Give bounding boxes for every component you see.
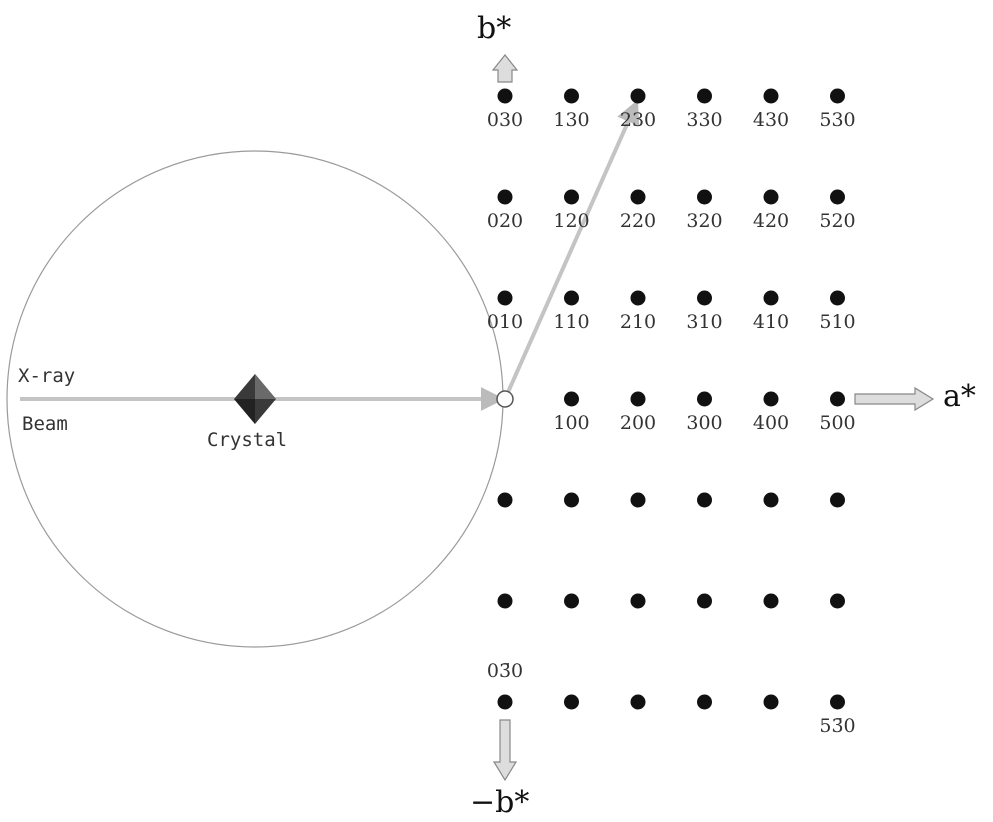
lattice-point-31: [564, 593, 579, 609]
lattice-point-30: [497, 593, 513, 609]
lattice-point-8: [630, 189, 646, 205]
lattice-point-13: [564, 290, 579, 306]
lattice-label-17: 510: [819, 311, 855, 333]
lattice-label-4: 430: [753, 109, 789, 131]
lattice-label-5: 530: [819, 109, 855, 131]
crystal-icon: [234, 374, 276, 424]
lattice-label-3: 330: [686, 109, 722, 131]
minus-b-star-arrow-icon: [492, 719, 518, 782]
lattice-point-22: [763, 391, 779, 407]
lattice-label-15: 310: [686, 311, 722, 333]
lattice-points: 030 130 230 330 430 530 020 120 220 320 420 520 010 1…: [487, 88, 856, 737]
lattice-label-14: 210: [620, 311, 656, 333]
lattice-label-2: 230: [620, 109, 656, 131]
lattice-point-28: [763, 492, 779, 508]
lattice-point-2: [630, 88, 646, 104]
a-star-label: a*: [943, 379, 976, 414]
lattice-label-0: 030: [487, 109, 523, 131]
lattice-point-11: [830, 189, 845, 205]
lattice-label-9: 320: [686, 210, 722, 232]
lattice-point-6: [497, 189, 513, 205]
lattice-point-36: [497, 694, 513, 710]
lattice-point-14: [630, 290, 646, 306]
lattice-point-3: [697, 88, 712, 104]
lattice-label-13: 110: [553, 311, 589, 333]
lattice-point-27: [697, 492, 712, 508]
crystal-label: Crystal: [207, 429, 287, 451]
lattice-point-7: [564, 189, 579, 205]
b-star-arrow-icon: [491, 54, 519, 83]
a-star-arrow-icon: [854, 386, 935, 412]
lattice-label-11: 520: [819, 210, 855, 232]
lattice-point-39: [697, 694, 712, 710]
beam-label: Beam: [22, 413, 68, 435]
lattice-point-0: [497, 88, 513, 104]
lattice-point-12: [497, 290, 513, 306]
lattice-label-16: 410: [753, 311, 789, 333]
lattice-point-29: [830, 492, 845, 508]
lattice-origin: [496, 390, 514, 408]
lattice-point-20: [630, 391, 646, 407]
lattice-label-22: 400: [753, 412, 789, 434]
xray-label: X-ray: [18, 365, 75, 387]
minus-b-star-label: −b*: [470, 785, 529, 820]
lattice-point-23: [830, 391, 845, 407]
lattice-point-16: [763, 290, 779, 306]
lattice-point-17: [830, 290, 845, 306]
lattice-label-6: 020: [487, 210, 523, 232]
lattice-point-24: [497, 492, 513, 508]
lattice-label-8: 220: [620, 210, 656, 232]
lattice-point-10: [763, 189, 779, 205]
lattice-point-37: [564, 694, 579, 710]
lattice-label-7: 120: [553, 210, 589, 232]
lattice-point-35: [830, 593, 845, 609]
lattice-point-4: [763, 88, 779, 104]
lattice-point-15: [697, 290, 712, 306]
lattice-point-1: [564, 88, 579, 104]
lattice-point-5: [830, 88, 845, 104]
lattice-label-41: 53̄0: [819, 715, 855, 737]
lattice-point-21: [697, 391, 712, 407]
lattice-point-25: [564, 492, 579, 508]
lattice-point-40: [763, 694, 779, 710]
lattice-point-33: [697, 593, 712, 609]
lattice-label-23: 500: [819, 412, 855, 434]
diffracted-beam: [503, 99, 640, 400]
lattice-label-36: 03̄0: [487, 660, 523, 682]
lattice-point-19: [564, 391, 579, 407]
lattice-point-32: [630, 593, 646, 609]
lattice-label-1: 130: [553, 109, 589, 131]
lattice-label-10: 420: [753, 210, 789, 232]
b-star-label: b*: [477, 11, 511, 46]
lattice-label-20: 200: [620, 412, 656, 434]
lattice-label-12: 010: [487, 311, 523, 333]
lattice-point-9: [697, 189, 712, 205]
lattice-point-34: [763, 593, 779, 609]
lattice-point-38: [630, 694, 646, 710]
lattice-label-21: 300: [686, 412, 722, 434]
lattice-label-19: 100: [553, 412, 589, 434]
lattice-point-41: [830, 694, 845, 710]
lattice-point-26: [630, 492, 646, 508]
